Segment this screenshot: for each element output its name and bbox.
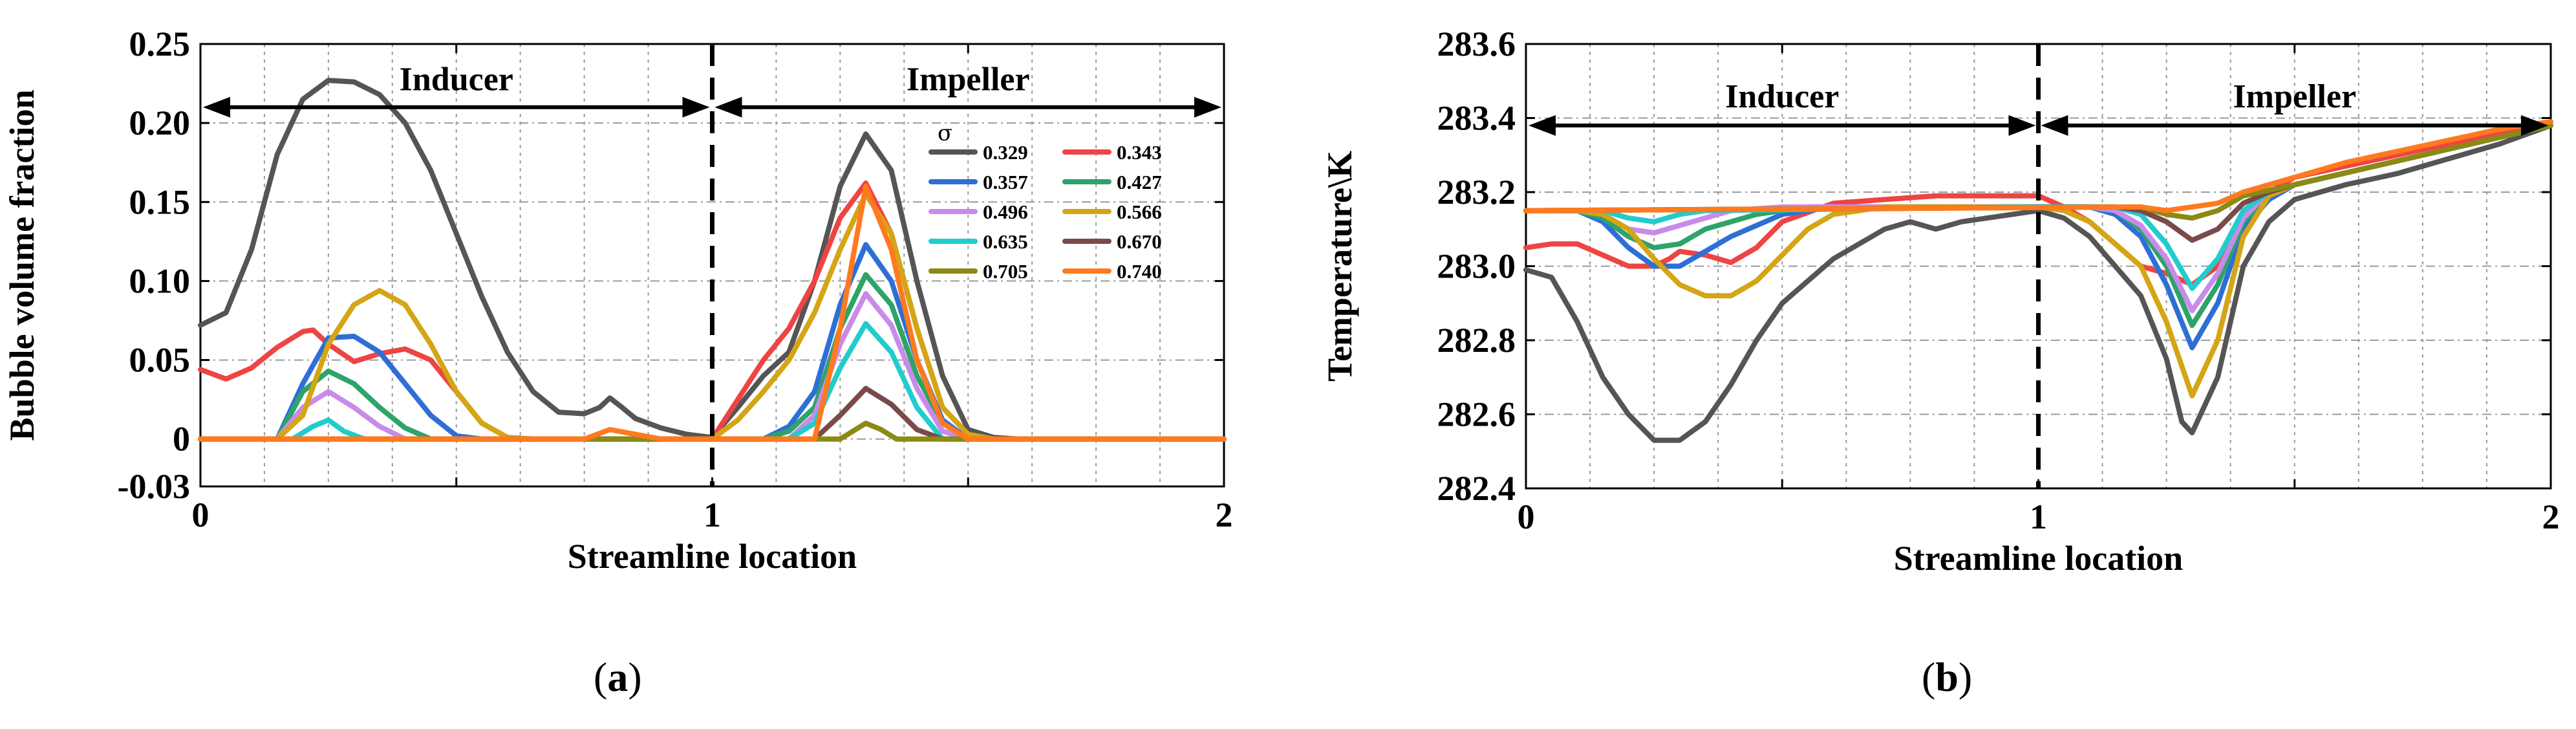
chart-a-legend-title: σ	[938, 120, 952, 146]
chart-a-series-line-0.740	[198, 183, 1227, 442]
chart-a-y-tick-label: 0.15	[129, 182, 191, 221]
chart-a-legend-label-0.427: 0.427	[1117, 171, 1162, 193]
chart-a-legend-label-0.496: 0.496	[983, 201, 1028, 223]
chart-a-y-tick-label: 0.10	[129, 261, 191, 300]
chart-a-series-line-0.496	[198, 291, 1227, 442]
chart-a-legend-label-0.670: 0.670	[1117, 230, 1162, 253]
chart-b-series-line-0.329	[1523, 123, 2553, 443]
chart-b-region-label-inducer: Inducer	[1725, 78, 1839, 115]
chart-a-arrowhead-right	[1194, 96, 1221, 118]
caption-b: (b)	[1922, 654, 1973, 700]
chart-b-arrowhead-right	[2008, 114, 2036, 136]
chart-a-y-tick-label: 0.20	[129, 103, 191, 142]
chart-a-y-tick-label: 0	[173, 420, 190, 459]
chart-b-x-tick-label: 0	[1518, 497, 1535, 536]
chart-b-x-tick-label: 1	[2030, 497, 2047, 536]
chart-a-arrowhead-right	[682, 96, 710, 118]
chart-b-y-tick-label: 283.6	[1437, 25, 1516, 63]
chart-a: 0 1 2-0.0300.050.100.150.200.25Streamline …	[3, 25, 1233, 576]
chart-a-legend-label-0.343: 0.343	[1117, 141, 1162, 164]
chart-b-region-label-impeller: Impeller	[2233, 78, 2356, 115]
chart-b-y-tick-label: 282.8	[1437, 321, 1516, 360]
chart-a-x-tick-label: 0	[192, 495, 209, 534]
chart-b-x-axis-title: Streamline location	[1894, 539, 2183, 578]
chart-b-arrowhead-right	[2521, 114, 2548, 136]
caption-a: (a)	[594, 654, 642, 700]
chart-a-legend-label-0.329: 0.329	[983, 141, 1028, 164]
chart-a-x-tick-label: 2	[1216, 495, 1233, 534]
chart-b: 0 1 2 282.4 282.6 282.8 283.0 283.2 283.4 283.6 St…	[1320, 25, 2560, 578]
chart-a-series-line-0.705	[198, 420, 1227, 442]
chart-b-y-tick-label: 282.6	[1437, 395, 1516, 434]
chart-a-region-label-impeller: Impeller	[907, 61, 1030, 98]
chart-a-y-axis-title: Bubble volume fraction	[3, 89, 41, 441]
chart-a-series-line-0.427	[198, 272, 1227, 442]
chart-b-series-line-0.740	[1523, 119, 2553, 213]
chart-a-legend-label-0.566: 0.566	[1117, 201, 1162, 223]
chart-b-y-tick-label: 283.2	[1437, 173, 1516, 212]
chart-a-legend-label-0.635: 0.635	[983, 230, 1028, 253]
chart-a-legend-label-0.740: 0.740	[1117, 260, 1162, 283]
chart-a-legend-label-0.357: 0.357	[983, 171, 1028, 193]
chart-a-series-line-0.329	[198, 78, 1227, 442]
chart-b-x-tick-label: 2	[2542, 497, 2560, 536]
chart-a-region-label-inducer: Inducer	[400, 61, 513, 98]
chart-a-series-line-0.635	[198, 321, 1227, 442]
chart-b-y-tick-label: 283.4	[1437, 99, 1516, 138]
chart-b-arrowhead-left	[1529, 114, 1556, 136]
chart-a-y-tick-label: -0.03	[118, 467, 190, 506]
chart-a-y-tick-label: 0.05	[129, 341, 191, 380]
chart-a-arrowhead-left	[714, 96, 742, 118]
chart-a-x-tick-label: 1	[703, 495, 721, 534]
chart-b-y-axis-title: Temperature\K	[1320, 151, 1359, 382]
chart-b-y-tick-label: 282.4	[1437, 469, 1516, 508]
chart-a-y-tick-label: 0.25	[129, 25, 191, 63]
chart-a-arrowhead-left	[203, 96, 230, 118]
chart-b-y-tick-label: 283.0	[1437, 247, 1516, 286]
chart-a-x-axis-title: Streamline location	[568, 537, 857, 576]
chart-a-legend-label-0.705: 0.705	[983, 260, 1028, 283]
chart-b-arrowhead-left	[2041, 114, 2068, 136]
